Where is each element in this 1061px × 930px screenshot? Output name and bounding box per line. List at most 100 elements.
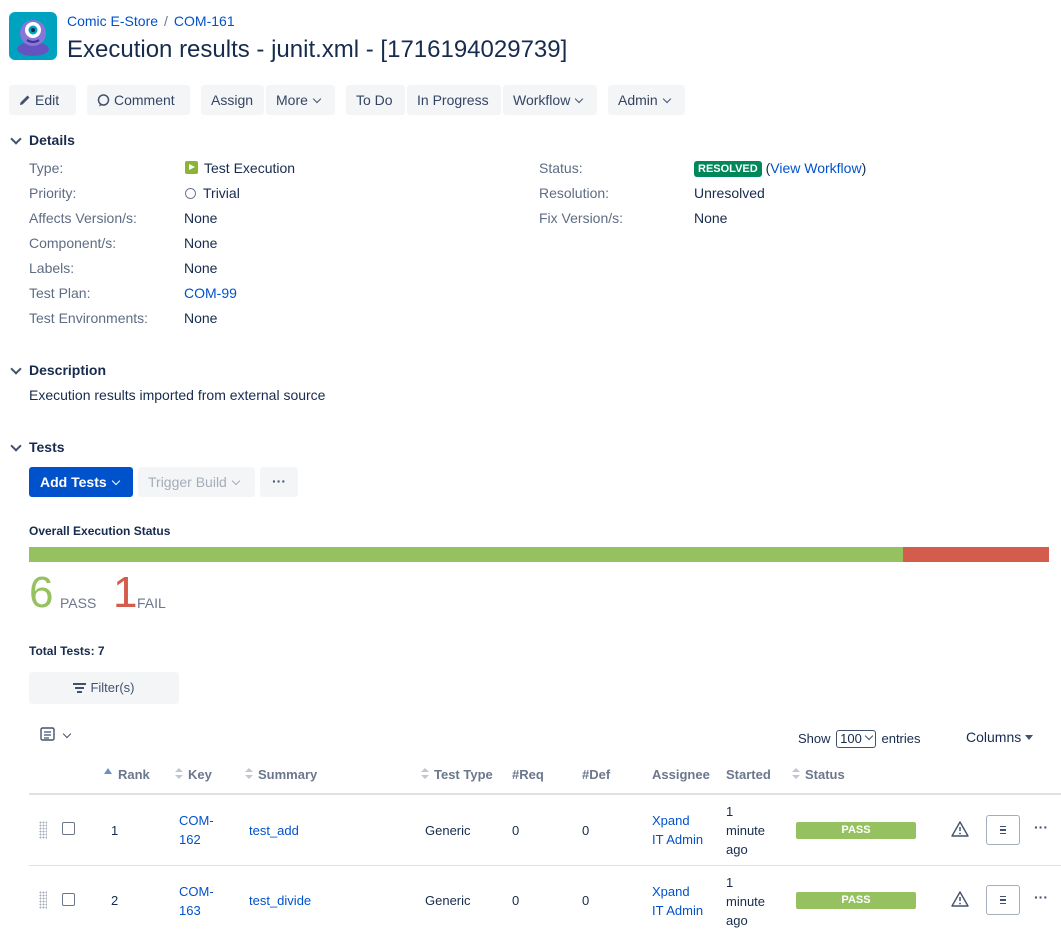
row-started-line2: minute xyxy=(726,823,766,838)
test-environments-label: Test Environments: xyxy=(29,310,149,326)
edit-label: Edit xyxy=(35,92,60,108)
filter-button[interactable]: Filter(s) xyxy=(29,672,179,704)
fail-label: FAIL xyxy=(137,595,166,611)
breadcrumb-parent-link[interactable]: COM-161 xyxy=(173,13,235,29)
drag-handle[interactable] xyxy=(39,891,47,909)
chevron-down-icon xyxy=(111,476,120,486)
test-plan-link[interactable]: COM-99 xyxy=(184,285,237,301)
overall-status-label: Overall Execution Status xyxy=(29,524,171,538)
more-button[interactable]: More xyxy=(266,85,335,115)
trigger-build-button[interactable]: Trigger Build xyxy=(138,467,255,497)
description-section-toggle[interactable]: Description xyxy=(9,362,106,378)
tests-heading: Tests xyxy=(29,439,65,455)
table-view-icon xyxy=(40,727,55,741)
th-rank[interactable]: Rank xyxy=(104,767,150,782)
admin-label: Admin xyxy=(618,92,658,108)
sort-ascending-icon xyxy=(104,768,112,780)
admin-button[interactable]: Admin xyxy=(608,85,685,115)
labels-value: None xyxy=(184,260,218,276)
workflow-label: Workflow xyxy=(513,92,571,108)
row-def: 0 xyxy=(582,823,590,838)
row-status-badge: PASS xyxy=(796,892,916,909)
comment-icon xyxy=(97,94,110,107)
details-heading: Details xyxy=(29,132,75,148)
pass-label: PASS xyxy=(60,595,97,611)
th-status[interactable]: Status xyxy=(792,767,845,782)
sort-icon xyxy=(421,768,429,780)
row-test-type: Generic xyxy=(425,823,471,838)
row-key-link[interactable]: COM- 163 xyxy=(179,882,214,920)
comment-button[interactable]: Comment xyxy=(87,85,190,115)
row-req: 0 xyxy=(512,893,520,908)
edit-button[interactable]: Edit xyxy=(9,85,76,115)
todo-button[interactable]: To Do xyxy=(346,85,405,115)
row-started-line1: 1 xyxy=(726,804,734,819)
row-assignee-link[interactable]: Xpand IT Admin xyxy=(652,811,703,849)
assign-button[interactable]: Assign xyxy=(201,85,264,115)
warning-icon[interactable] xyxy=(951,891,969,907)
column-view-menu[interactable] xyxy=(40,727,72,746)
project-avatar[interactable] xyxy=(9,12,57,60)
row-assignee-line2: IT Admin xyxy=(652,832,704,847)
filter-icon xyxy=(73,683,87,693)
fix-version-label: Fix Version/s: xyxy=(539,210,624,226)
row-key-link[interactable]: COM- 162 xyxy=(179,811,214,849)
th-key[interactable]: Key xyxy=(175,767,212,782)
add-tests-button[interactable]: Add Tests xyxy=(29,467,133,497)
status-value: RESOLVED (View Workflow) xyxy=(694,160,866,177)
type-value: Test Execution xyxy=(185,160,295,176)
test-execution-icon xyxy=(185,161,198,174)
fail-progress-bar xyxy=(903,547,1049,562)
tests-section-toggle[interactable]: Tests xyxy=(9,439,65,455)
workflow-button[interactable]: Workflow xyxy=(503,85,597,115)
view-workflow-link[interactable]: View Workflow xyxy=(770,160,862,176)
status-label: Status: xyxy=(539,160,583,176)
description-heading: Description xyxy=(29,362,107,378)
execution-details-icon xyxy=(1000,896,1006,904)
chevron-down-icon xyxy=(312,94,322,104)
row-def: 0 xyxy=(582,893,590,908)
row-started-line3: ago xyxy=(726,842,748,857)
th-started: Started xyxy=(726,767,771,782)
sort-icon xyxy=(245,768,253,780)
columns-label: Columns xyxy=(966,729,1022,745)
row-started-line2: minute xyxy=(726,894,766,909)
comment-label: Comment xyxy=(114,92,175,108)
add-tests-label: Add Tests xyxy=(40,474,107,490)
columns-menu-button[interactable]: Columns xyxy=(966,729,1034,745)
entries-select[interactable]: 100 xyxy=(836,730,876,748)
priority-label: Priority: xyxy=(29,185,77,201)
sort-icon xyxy=(792,768,800,780)
row-assignee-link[interactable]: Xpand IT Admin xyxy=(652,882,703,920)
breadcrumb: Comic E-Store / COM-161 xyxy=(67,13,235,29)
drag-handle[interactable] xyxy=(39,821,47,839)
th-test-type[interactable]: Test Type xyxy=(421,767,493,782)
row-checkbox[interactable] xyxy=(62,822,75,835)
th-summary[interactable]: Summary xyxy=(245,767,317,782)
row-summary-link[interactable]: test_divide xyxy=(249,893,312,908)
row-checkbox[interactable] xyxy=(62,893,75,906)
row-summary-link[interactable]: test_add xyxy=(249,823,299,838)
execution-details-icon xyxy=(1000,826,1006,834)
total-tests: Total Tests: 7 xyxy=(29,644,105,658)
row-actions-menu[interactable]: ··· xyxy=(1034,889,1048,905)
details-section-toggle[interactable]: Details xyxy=(9,132,75,148)
th-def: #Def xyxy=(582,767,611,782)
warning-icon[interactable] xyxy=(951,821,969,837)
execution-details-button[interactable] xyxy=(986,815,1020,845)
row-actions-menu[interactable]: ··· xyxy=(1034,819,1048,835)
pass-count: 6 xyxy=(29,568,54,617)
priority-value: Trivial xyxy=(185,185,240,201)
in-progress-button[interactable]: In Progress xyxy=(407,85,501,115)
row-rank: 1 xyxy=(111,823,119,838)
chevron-down-icon xyxy=(864,731,874,741)
description-text: Execution results imported from external… xyxy=(29,387,326,403)
fail-count: 1 xyxy=(113,568,138,617)
row-started-line1: 1 xyxy=(726,875,734,890)
affects-version-value: None xyxy=(184,210,218,226)
breadcrumb-project-link[interactable]: Comic E-Store xyxy=(67,13,159,29)
execution-details-button[interactable] xyxy=(986,885,1020,915)
tests-more-button[interactable]: ··· xyxy=(260,467,298,497)
row-key-line2: 163 xyxy=(179,903,201,918)
row-divider xyxy=(29,865,1061,866)
